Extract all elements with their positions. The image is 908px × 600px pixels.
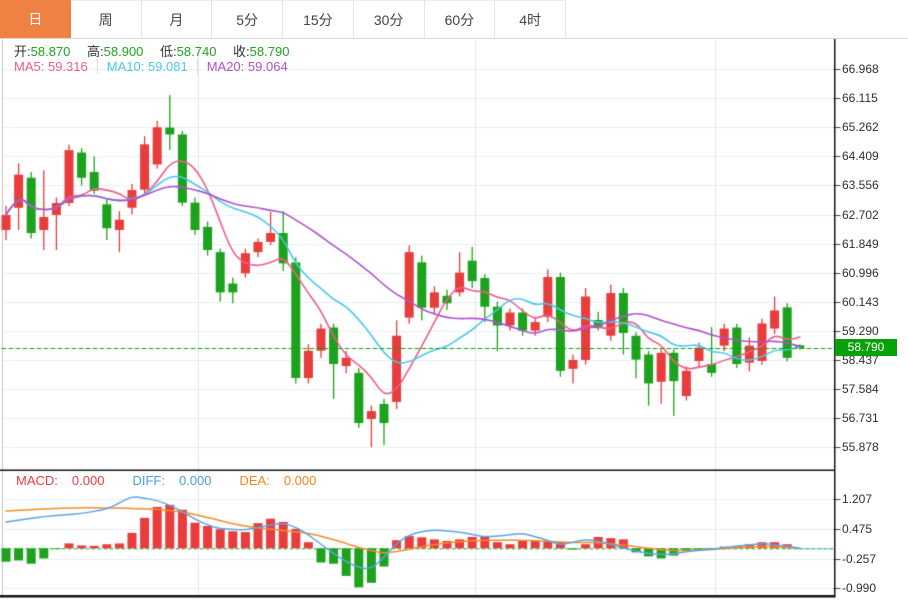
y-axis-label: 60.996 — [842, 265, 879, 280]
high-label: 高: — [87, 44, 104, 59]
y-axis-label: 59.290 — [842, 323, 879, 338]
low-value: 58.740 — [176, 44, 217, 59]
timeframe-tabbar: 日 周 月 5分 15分 30分 60分 4时 — [0, 0, 908, 39]
ma-legend: MA5: 59.316 MA10: 59.081 MA20: 59.064 — [14, 59, 297, 74]
y-axis-label: 64.409 — [842, 149, 879, 164]
macd-y-axis-label: 0.475 — [842, 522, 873, 536]
tab-4hour[interactable]: 4时 — [495, 0, 566, 38]
y-axis-label: 57.584 — [842, 382, 879, 397]
ma20-legend: MA20: 59.064 — [196, 59, 297, 74]
current-price-badge: 58.790 — [835, 339, 897, 357]
y-axis-label: 66.115 — [842, 91, 878, 106]
high-value: 58.900 — [103, 44, 144, 59]
dea-value: DEA: 0.000 — [239, 473, 317, 488]
tab-day[interactable]: 日 — [0, 0, 71, 38]
close-value: 58.790 — [249, 44, 290, 59]
macd-y-axis-label: -0.990 — [842, 581, 877, 596]
y-axis-label: 61.849 — [842, 236, 879, 251]
tab-month[interactable]: 月 — [141, 0, 213, 38]
y-axis-label: 63.556 — [842, 178, 879, 193]
y-axis-label: 55.878 — [842, 440, 879, 455]
ma10-legend: MA10: 59.081 — [96, 59, 197, 74]
tab-5min[interactable]: 5分 — [212, 0, 283, 38]
close-label: 收: — [233, 44, 250, 59]
y-axis-label: 66.968 — [842, 62, 879, 76]
y-axis-label: 62.702 — [842, 207, 879, 222]
y-axis-label: 65.262 — [842, 120, 879, 135]
tab-30min[interactable]: 30分 — [353, 0, 425, 38]
macd-legend: MACD: 0.000 DIFF: 0.000 DEA: 0.000 — [16, 473, 344, 488]
y-axis-label: 56.731 — [842, 411, 879, 426]
diff-value: DIFF: 0.000 — [132, 473, 212, 488]
y-axis-label: 58.437 — [842, 353, 879, 367]
tab-15min[interactable]: 15分 — [283, 0, 354, 38]
macd-value: MACD: 0.000 — [16, 473, 105, 488]
open-value: 58.870 — [30, 44, 71, 59]
open-label: 开: — [14, 44, 31, 59]
macd-y-axis-label: 1.207 — [842, 492, 873, 507]
tab-week[interactable]: 周 — [70, 0, 142, 38]
y-axis-label: 60.143 — [842, 294, 879, 309]
tab-60min[interactable]: 60分 — [424, 0, 496, 38]
ma5-legend: MA5: 59.316 — [14, 59, 88, 74]
macd-y-axis-label: -0.257 — [842, 551, 877, 566]
ohlc-legend: 开:58.870 高:58.900 低:58.740 收:58.790 — [14, 41, 302, 60]
low-label: 低: — [160, 44, 177, 59]
